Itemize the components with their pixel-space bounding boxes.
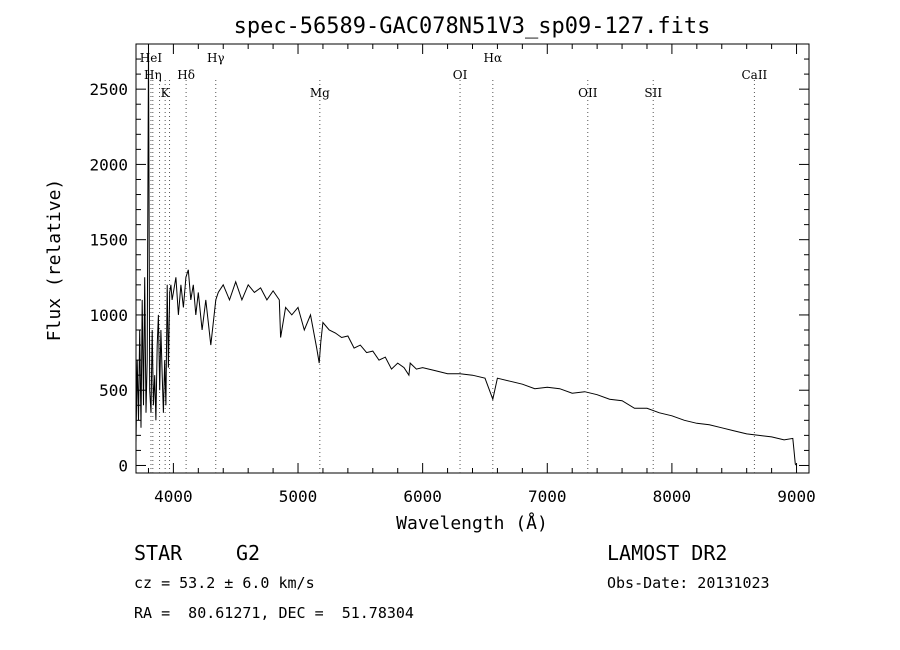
redshift-value: cz = 53.2 ± 6.0 km/s <box>134 574 315 592</box>
spectral-line-label: CaII <box>741 68 767 82</box>
spectral-subclass: G2 <box>236 541 261 565</box>
y-tick-label: 1500 <box>89 231 128 250</box>
x-tick-label: 9000 <box>777 487 816 506</box>
y-axis: 0 500 1000 1500 2000 2500 <box>89 58 809 475</box>
spectral-line-label: Hη <box>144 68 162 82</box>
x-axis: 4000 5000 6000 7000 8000 9000 <box>147 44 816 506</box>
y-tick-label: 2500 <box>89 80 128 99</box>
x-tick-label: 8000 <box>653 487 692 506</box>
observation-date: Obs-Date: 20131023 <box>607 574 770 592</box>
plot-frame <box>135 43 810 474</box>
spectrum-chart: spec-56589-GAC078N51V3_sp09-127.fits 400… <box>44 14 816 534</box>
x-tick-label: 7000 <box>528 487 567 506</box>
spectral-line-label: HeI <box>140 51 163 65</box>
y-tick-label: 2000 <box>89 155 128 174</box>
object-class: STAR <box>134 541 183 565</box>
chart-title: spec-56589-GAC078N51V3_sp09-127.fits <box>234 14 711 39</box>
spectral-line-label: Hα <box>484 51 503 65</box>
x-tick-label: 6000 <box>403 487 442 506</box>
x-tick-label: 4000 <box>154 487 193 506</box>
y-tick-label: 500 <box>99 381 128 400</box>
coordinates: RA = 80.61271, DEC = 51.78304 <box>134 604 414 622</box>
spectral-line-label: Mg <box>310 86 330 100</box>
survey-name: LAMOST DR2 <box>607 541 728 565</box>
spectral-line-labels: HeI Hη K Hδ Hγ Mg OI Hα OII SII CaII <box>140 51 768 100</box>
y-tick-label: 0 <box>118 456 128 475</box>
x-tick-label: 5000 <box>279 487 318 506</box>
spectral-line-label: OII <box>578 86 598 100</box>
spectral-line-label: Hγ <box>207 51 225 65</box>
spectral-line-label: K <box>161 86 171 100</box>
spectrum-line <box>135 43 797 466</box>
y-tick-label: 1000 <box>89 306 128 325</box>
y-axis-label: Flux (relative) <box>44 179 65 342</box>
x-axis-label: Wavelength (Å) <box>396 512 548 534</box>
spectral-line-label: Hδ <box>177 68 195 82</box>
spectral-line-label: SII <box>644 86 662 100</box>
spectral-line-label: OI <box>453 68 468 82</box>
